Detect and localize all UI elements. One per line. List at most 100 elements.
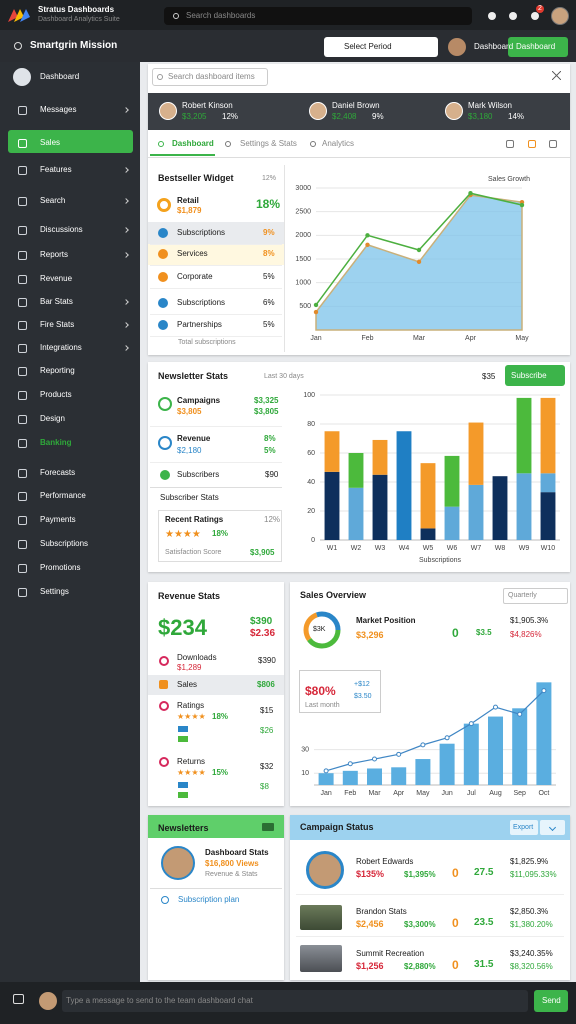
- profile-row: [148, 93, 570, 130]
- tab: Dashboard: [172, 139, 214, 148]
- tab-icon: [310, 141, 316, 147]
- point: [444, 735, 450, 741]
- link-icon: [161, 896, 169, 904]
- sidebar-item: Fire Stats: [40, 320, 75, 329]
- metric-ratio: $3.5: [476, 628, 492, 637]
- card-period: Last 30 days: [264, 373, 304, 380]
- x-tick-label: Sep: [513, 790, 526, 797]
- tab-divider: [148, 157, 570, 158]
- metric-count: 0: [452, 626, 459, 640]
- x-tick-label: W4: [399, 545, 410, 552]
- campaign-value: $135%: [356, 869, 385, 879]
- bar-segment: [492, 476, 508, 540]
- bar-segment: [324, 471, 340, 540]
- app-subtitle: Dashboard Analytics Suite: [38, 16, 120, 23]
- campaign-top: $3,240.35%: [510, 949, 553, 958]
- sidebar-item: Settings: [40, 587, 69, 596]
- search-box[interactable]: [164, 7, 472, 25]
- sidebar-item: Promotions: [40, 563, 81, 572]
- sidebar-item: Sales: [40, 138, 61, 147]
- chat-input[interactable]: [62, 990, 528, 1012]
- sidebar-item: Search: [40, 196, 66, 205]
- point: [396, 751, 402, 757]
- bar-segment: [372, 474, 388, 540]
- button-text: Send: [542, 996, 561, 1005]
- bar: [463, 723, 479, 785]
- header-bar: [0, 30, 576, 62]
- toolbar-icon: [509, 12, 517, 20]
- card-title: Newsletter Stats: [158, 371, 229, 381]
- campaign-bottom: $1,380.20%: [510, 920, 553, 929]
- app-logo: [8, 9, 30, 22]
- row-divider: [150, 244, 282, 245]
- bar-segment: [420, 528, 436, 540]
- row-right: $8: [260, 782, 269, 791]
- x-tick-label: W9: [519, 545, 530, 552]
- tooltip-note: Last month: [305, 702, 340, 709]
- subscribe-button[interactable]: [505, 365, 565, 386]
- overview-search[interactable]: [152, 68, 268, 86]
- campaign-bottom: $11,095.33%: [510, 870, 557, 879]
- bar: [391, 767, 407, 785]
- sidebar-item: Products: [40, 390, 72, 399]
- quarter-dropdown[interactable]: [503, 588, 568, 604]
- tab-tool-icon: [549, 140, 557, 148]
- tab-underline: [150, 154, 215, 156]
- bar-segment: [516, 473, 532, 540]
- chart: 0 20 40 60 80 100 W1 W2 W3 W4 W5 W6 W7 W8 W9 W10 Subscri…: [303, 392, 560, 564]
- row-change: 18%: [256, 197, 281, 211]
- bar-segment: [348, 453, 364, 488]
- point: [519, 202, 525, 208]
- row-stars: ★★★★: [177, 768, 206, 777]
- profile-avatar: [445, 102, 463, 120]
- export-button[interactable]: [510, 820, 538, 835]
- tooltip-box: [299, 670, 381, 713]
- tab-tool-icon: [506, 140, 514, 148]
- sidebar-active[interactable]: [8, 130, 133, 153]
- section-title: Subscriber Stats: [160, 493, 219, 502]
- sidebar-icon: [18, 166, 27, 175]
- y-tick-label: 80: [307, 421, 315, 428]
- period-dropdown[interactable]: [324, 37, 438, 57]
- profile-value: $3,205: [182, 112, 207, 121]
- point: [468, 191, 473, 196]
- point: [323, 768, 329, 774]
- element: [8, 9, 18, 22]
- ratings-card: [158, 510, 282, 562]
- x-tick-label: Jun: [441, 790, 452, 797]
- list-badge: 12%: [262, 175, 277, 182]
- row-right: $26: [260, 726, 274, 735]
- x-tick-label: Mar: [368, 790, 381, 797]
- campaign-count: 0: [452, 958, 459, 972]
- campaign-image: [300, 905, 342, 930]
- metric-top: $1,905.3%: [510, 616, 549, 625]
- sidebar-item: Revenue: [40, 274, 73, 283]
- sidebar-icon: [18, 251, 27, 260]
- row-right: $90: [265, 470, 279, 479]
- y-tick-label: 100: [303, 392, 315, 399]
- sidebar-icon: [18, 367, 27, 376]
- mini-bar: [178, 736, 188, 742]
- header-button[interactable]: [508, 37, 568, 57]
- chat-avatar: [39, 992, 57, 1010]
- campaign-score: 31.5: [474, 959, 494, 970]
- campaign-dropdown[interactable]: [540, 820, 565, 835]
- sidebar-item: Integrations: [40, 343, 82, 352]
- point: [420, 742, 426, 748]
- newsletters-header: [148, 815, 284, 838]
- send-button[interactable]: [534, 990, 568, 1012]
- y-tick-label: 1500: [295, 256, 311, 263]
- row-change: 6%: [263, 298, 275, 307]
- tab: Settings & Stats: [240, 139, 297, 148]
- x-tick-label: Feb: [361, 335, 373, 342]
- x-tick-label: Apr: [465, 335, 477, 342]
- row-score: 18%: [212, 712, 229, 721]
- sidebar-item: Performance: [40, 491, 86, 500]
- sidebar-item: Features: [40, 165, 72, 174]
- campaign-top: $1,825.9%: [510, 857, 549, 866]
- campaign-name: Robert Edwards: [356, 857, 414, 866]
- sidebar-icon: [18, 415, 27, 424]
- mini-bar: [178, 792, 188, 798]
- point: [493, 704, 498, 710]
- bar-segment: [324, 431, 340, 472]
